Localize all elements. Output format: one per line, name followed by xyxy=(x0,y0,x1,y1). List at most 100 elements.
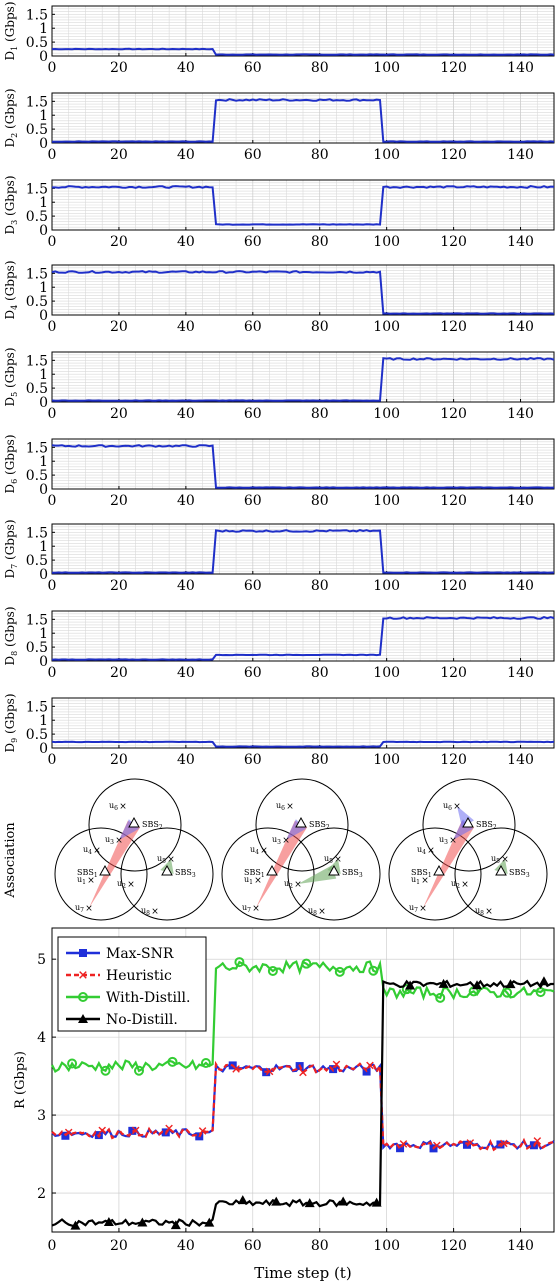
marker: × xyxy=(398,1137,409,1152)
user-label: u4 xyxy=(250,845,259,856)
x-tick-label: 120 xyxy=(440,665,467,681)
user-label: u7 xyxy=(409,903,418,914)
user-x-icon: × xyxy=(294,880,302,890)
sbs-triangle-icon xyxy=(266,864,278,876)
x-tick-label: 140 xyxy=(507,1238,534,1254)
marker xyxy=(304,1198,315,1208)
r-chart: 2 3 4 5 0 20 40 60 80 100 120 140 R (Gbps) Time step … xyxy=(13,927,555,1282)
x-tick-label: 20 xyxy=(110,578,128,594)
user-x-icon: × xyxy=(427,846,435,856)
d-panel-9: 00.511.5 0 20 40 60 80 100 120 140 D9 (Gbps) xyxy=(3,693,555,768)
sbs-triangle-icon xyxy=(328,864,340,876)
y-tick-label: 0.5 xyxy=(26,553,48,569)
d-panel-4: 00.511.5 0 20 40 60 80 100 120 140 D4 (Gbps) xyxy=(3,260,555,335)
x-tick-label: 0 xyxy=(48,578,57,594)
marker xyxy=(462,1140,471,1149)
user-x-icon: × xyxy=(254,876,262,886)
marker: × xyxy=(231,1062,242,1077)
sbs-label: SBS3 xyxy=(342,868,363,879)
d-panel-3: 00.511.5 0 20 40 60 80 100 120 140 D3 (Gbps) xyxy=(3,175,555,250)
y-axis-label: D5 (Gbps) xyxy=(3,347,19,406)
y-tick-label: 0.5 xyxy=(26,294,48,310)
user-x-icon: × xyxy=(87,876,95,886)
y-tick-label: 1 xyxy=(39,21,48,37)
user-x-icon: × xyxy=(461,880,469,890)
axes-frame xyxy=(51,523,555,575)
marker xyxy=(301,958,312,969)
y-tick-label: 0 xyxy=(39,741,48,757)
sbs-label: SBS3 xyxy=(175,868,196,879)
x-tick-label: 60 xyxy=(244,406,262,422)
sbs-triangle-icon xyxy=(128,816,140,828)
legend-entry: With-Distill. xyxy=(106,990,190,1006)
marker xyxy=(103,1216,114,1226)
coverage-circle xyxy=(88,778,182,872)
marker: × xyxy=(97,1123,108,1138)
x-tick-label: 140 xyxy=(507,319,534,335)
user-label: u5 xyxy=(324,854,333,865)
x-tick-label: 40 xyxy=(177,406,195,422)
y-tick-label: 1.5 xyxy=(26,525,48,541)
marker xyxy=(100,1065,111,1076)
x-tick-label: 140 xyxy=(507,234,534,250)
y-tick-label: 1.5 xyxy=(26,7,48,23)
y-tick-label: 0.5 xyxy=(26,468,48,484)
marker: × xyxy=(264,1064,275,1079)
x-tick-label: 40 xyxy=(177,665,195,681)
marker xyxy=(435,992,446,1003)
marker xyxy=(438,978,449,988)
association-link xyxy=(423,820,475,908)
x-tick-label: 80 xyxy=(311,319,329,335)
legend-entry: Heuristic xyxy=(106,968,172,984)
user-label: u7 xyxy=(242,903,251,914)
x-tick-label: 80 xyxy=(311,60,329,76)
x-tick-label: 80 xyxy=(311,234,329,250)
x-tick-label: 0 xyxy=(48,406,57,422)
x-tick-label: 80 xyxy=(311,493,329,509)
user-x-icon: × xyxy=(286,802,294,812)
marker: × xyxy=(532,1134,543,1149)
x-tick-label: 140 xyxy=(507,406,534,422)
x-tick-label: 120 xyxy=(440,319,467,335)
marker: × xyxy=(298,1065,309,1080)
y-tick-label: 0.5 xyxy=(26,122,48,138)
x-tick-label: 20 xyxy=(110,406,128,422)
x-tick-label: 100 xyxy=(373,406,400,422)
y-tick-label: 1 xyxy=(39,280,48,296)
x-tick-label: 120 xyxy=(440,147,467,163)
user-x-icon: × xyxy=(334,855,342,865)
x-tick-label: 80 xyxy=(311,147,329,163)
marker xyxy=(234,957,245,968)
x-tick-label: 80 xyxy=(311,1238,329,1254)
user-x-icon: × xyxy=(421,876,429,886)
y-tick-label: 0.5 xyxy=(26,209,48,225)
association-label: Association xyxy=(3,822,18,899)
x-tick-label: 80 xyxy=(311,752,329,768)
user-x-icon: × xyxy=(449,836,457,846)
user-label: u4 xyxy=(83,845,92,856)
x-axis-label: Time step (t) xyxy=(254,1264,351,1282)
y-axis-label: D2 (Gbps) xyxy=(3,88,19,147)
x-tick-label: 100 xyxy=(373,752,400,768)
marker xyxy=(334,966,345,977)
y-tick-label: 0 xyxy=(39,136,48,152)
series-line xyxy=(51,740,555,748)
y-tick-label: 0.5 xyxy=(26,35,48,51)
marker: × xyxy=(498,1136,509,1151)
marker: × xyxy=(197,1124,208,1139)
marker xyxy=(167,1056,178,1067)
y-tick-label: 0.5 xyxy=(26,640,48,656)
user-label: u8 xyxy=(141,906,150,917)
y-axis-label: D3 (Gbps) xyxy=(3,175,19,234)
coverage-circle xyxy=(255,778,349,872)
marker: × xyxy=(364,1059,375,1074)
user-x-icon: × xyxy=(260,846,268,856)
x-tick-label: 100 xyxy=(373,147,400,163)
marker xyxy=(502,987,513,998)
sbs-label: SBS1 xyxy=(244,868,265,879)
user-label: u1 xyxy=(244,875,253,886)
marker xyxy=(538,976,549,986)
